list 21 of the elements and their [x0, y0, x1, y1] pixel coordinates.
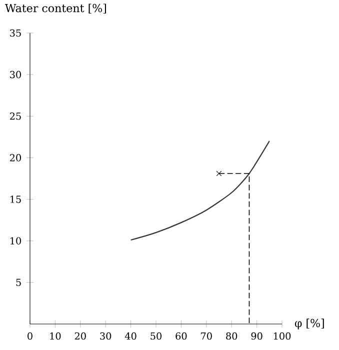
y-tick-label: 30	[10, 70, 21, 78]
y-tick-label: 10	[10, 237, 21, 245]
x-tick-label: 30	[100, 332, 112, 340]
line-series	[130, 140, 270, 241]
y-tick-label: 35	[10, 29, 21, 37]
x-tick-label: 50	[150, 332, 162, 340]
y-tick-label: 20	[10, 154, 21, 162]
y-tick-label: 5	[16, 278, 21, 286]
x-tick-label: 40	[124, 332, 136, 340]
y-tick-label: 15	[10, 196, 21, 203]
x-tick-label: 100	[274, 332, 291, 340]
y-axis-title: Water content [%]	[4, 4, 106, 14]
x-tick-label: 70	[201, 332, 212, 340]
x-tick-label: 0	[28, 332, 32, 340]
x-tick-label: 20	[74, 332, 86, 340]
x-tick-label: 90	[251, 332, 262, 340]
x-tick-label: 60	[176, 332, 187, 340]
y-tick-label: 25	[10, 112, 21, 120]
x-tick-label: 10	[50, 332, 61, 340]
x-tick-label: 80	[226, 332, 238, 340]
x-axis-title: φ [%]	[294, 318, 324, 330]
